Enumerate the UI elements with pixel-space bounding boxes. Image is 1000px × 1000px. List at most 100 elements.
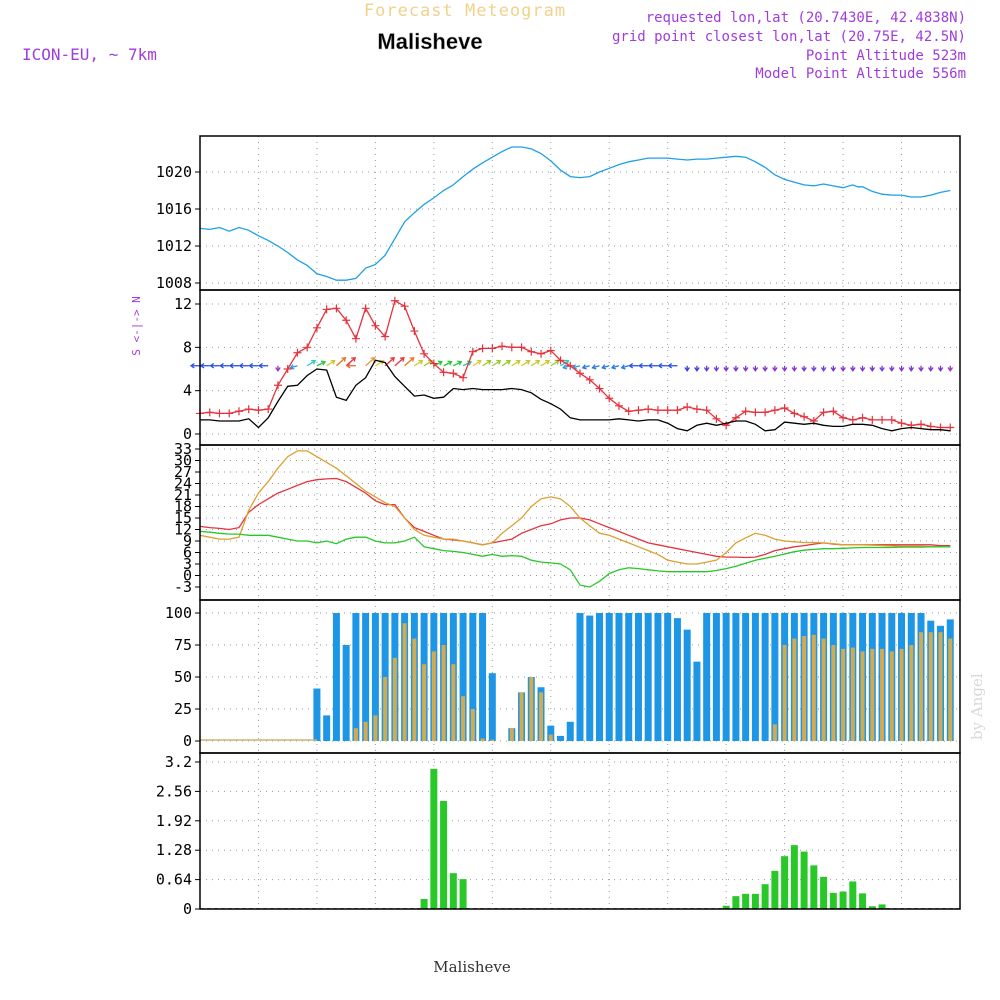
gust-marker (527, 347, 536, 356)
y-tick-label: 75 (174, 636, 192, 654)
wind-direction-arrowhead (840, 367, 846, 372)
y-tick-label: 1016 (156, 200, 192, 218)
wind-direction-arrowhead (713, 367, 720, 372)
wind-direction-arrowhead (898, 367, 905, 372)
y-tick-label: 30 (174, 452, 192, 470)
wind-direction-arrow (365, 357, 376, 367)
wind-direction-arrow (511, 360, 521, 367)
rain-bar (839, 891, 847, 909)
wind-direction-arrowhead (345, 362, 351, 369)
wind-direction-arrow (491, 360, 501, 367)
gust-marker (653, 406, 662, 415)
wind-direction-arrow (423, 360, 433, 367)
requested-coords: requested lon,lat (20.7430E, 42.4838N) (646, 10, 966, 26)
wind-direction-arrow (394, 357, 405, 367)
rain-bar (732, 896, 740, 909)
gridpoint-coords: grid point closest lon,lat (20.75E, 42.5… (612, 29, 966, 45)
total-clouds-bar (586, 615, 594, 741)
subtitle: Forecast Meteogram (364, 1, 566, 21)
wind-direction-arrowhead (399, 356, 405, 362)
y-tick-label: 8 (183, 338, 192, 356)
rain-bar (420, 898, 428, 909)
wind-direction-arrowhead (486, 359, 492, 365)
low-clouds-bar (548, 734, 553, 741)
footer-station: Malisheve (433, 958, 511, 976)
total-clouds-bar (634, 613, 642, 741)
rain-bar (849, 881, 857, 909)
gust-marker (576, 369, 584, 378)
wind-direction-arrowhead (667, 362, 673, 369)
gust-marker (332, 304, 341, 313)
panel-pressure: 1008 1012 1016 1020 (156, 135, 961, 292)
y-tick-label: 1012 (156, 237, 192, 255)
gust-marker (459, 373, 468, 382)
low-clouds-bar (392, 657, 397, 741)
rain-bar (829, 892, 837, 909)
wind-direction-arrowhead (723, 367, 729, 372)
wind-direction-arrowhead (476, 359, 482, 365)
rain-bar (771, 870, 779, 909)
low-clouds-bar (802, 636, 807, 741)
low-clouds-bar (509, 728, 514, 741)
wind-direction-arrowhead (219, 362, 224, 369)
rain-bar (449, 873, 457, 909)
bars-clouds (200, 613, 954, 741)
low-clouds-bar (772, 724, 777, 741)
gust-marker (712, 414, 721, 423)
low-clouds-bar (470, 709, 475, 741)
gust-marker (848, 415, 857, 424)
gust-marker (439, 368, 448, 377)
wind-direction-arrowhead (289, 364, 295, 370)
wind-direction-arrowhead (320, 360, 326, 366)
gust-marker (381, 332, 390, 341)
compass-rose: S <-|-> N (130, 296, 143, 356)
low-clouds-bar (782, 645, 787, 741)
low-clouds-bar (383, 677, 388, 741)
total-clouds-bar (332, 613, 340, 741)
total-clouds-bar (615, 613, 623, 741)
low-clouds-bar (919, 632, 924, 741)
gust-marker (605, 394, 614, 403)
gust-marker (741, 407, 750, 416)
gust-marker (420, 349, 429, 358)
wind-direction-arrow (345, 357, 356, 367)
rain-bar (810, 865, 818, 909)
wind-direction-arrow (530, 360, 540, 367)
wind-direction-arrowhead (647, 362, 653, 369)
gust-marker (410, 327, 419, 336)
wind-direction-arrowhead (581, 364, 587, 370)
y-tick-label: 3.2 (165, 753, 192, 771)
gust-marker (322, 305, 331, 314)
total-clouds-bar (742, 613, 750, 741)
total-clouds-bar (722, 613, 730, 741)
panel-wind: 0 4 8 12 S <-|-> N (130, 289, 961, 446)
total-clouds-bar (673, 618, 681, 741)
total-clouds-bar (605, 613, 613, 741)
gust-marker (283, 365, 292, 373)
wind-direction-arrowhead (545, 359, 551, 365)
gust-marker (829, 407, 838, 416)
gust-marker (702, 406, 711, 415)
y-tick-label: 21 (174, 486, 192, 504)
low-clouds-bar (821, 638, 826, 741)
series-line-2m-temp (199, 477, 951, 559)
low-clouds-bar (889, 651, 894, 741)
wind-direction-arrowhead (850, 367, 856, 372)
y-tick-label: 1020 (156, 163, 192, 181)
low-clouds-bar (373, 715, 378, 741)
gust-marker (517, 343, 526, 352)
total-clouds-bar (488, 673, 496, 741)
low-clouds-bar (928, 632, 933, 741)
y-tick-label: 4 (183, 382, 192, 400)
low-clouds-bar (870, 648, 875, 741)
station-title: Malisheve (377, 29, 482, 54)
wind-direction-arrowhead (228, 362, 234, 369)
wind-direction-arrowhead (535, 359, 541, 365)
series-line-sfc-temp (199, 450, 951, 565)
y-tick-label: 25 (174, 700, 192, 718)
wind-direction-arrowhead (859, 367, 866, 372)
wind-direction-arrowhead (733, 367, 739, 372)
total-clouds-bar (771, 613, 779, 741)
total-clouds-bar (576, 613, 584, 741)
